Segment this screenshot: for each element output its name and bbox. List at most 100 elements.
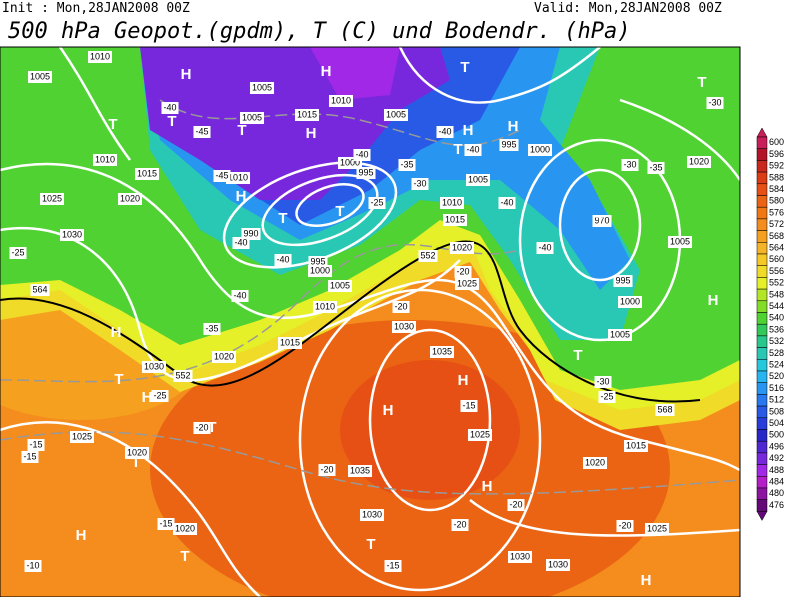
colorbar-swatch: [756, 464, 768, 477]
valid-time: Valid: Mon,28JAN2008 00Z: [534, 1, 722, 16]
isobar-label: 1020: [582, 457, 608, 469]
temperature-label-text: -40: [355, 149, 368, 159]
temperature-label-box: [598, 391, 616, 403]
isobar-label-box: [124, 447, 150, 459]
isobar-label-text: 1010: [90, 51, 110, 61]
isobar-label-text: 995: [310, 256, 325, 266]
temperature-label-box: [507, 499, 525, 511]
temperature-label: -15: [384, 560, 402, 572]
pressure-center: T: [460, 59, 469, 76]
pressure-center: H: [306, 125, 317, 142]
isobar-label-text: 1020: [585, 457, 605, 467]
isobar-label-text: 1015: [445, 214, 465, 224]
isobar-label-box: [623, 440, 649, 452]
isobar-label: 995: [613, 275, 633, 287]
isobar-label: 1020: [117, 193, 143, 205]
colorbar-label: 504: [769, 418, 784, 428]
temperature-label-box: [368, 197, 386, 209]
isobar-label-box: [439, 197, 465, 209]
isobar-label-box: [527, 144, 553, 156]
colorbar-swatch: [756, 183, 768, 196]
temperature-label-box: [647, 162, 665, 174]
temperature-label-text: -25: [11, 247, 24, 257]
map-field: [0, 47, 740, 597]
temperature-label-text: -35: [205, 323, 218, 333]
temperature-label: -40: [536, 242, 554, 254]
pressure-center: T: [697, 74, 706, 91]
colorbar-swatch: [756, 452, 768, 465]
colorbar-label: 520: [769, 371, 784, 381]
pressure-center: T: [180, 548, 189, 565]
isobar-label-text: 1010: [228, 172, 248, 182]
isobar-label-text: 1015: [297, 109, 317, 119]
temperature-label-text: -15: [462, 400, 475, 410]
isobar-label-box: [545, 559, 571, 571]
pressure-center: T: [167, 113, 176, 130]
temperature-label: -40: [498, 197, 516, 209]
temperature-label: -20: [507, 499, 525, 511]
temperature-label-box: [398, 159, 416, 171]
temperature-label: -30: [594, 376, 612, 388]
colorbar-label: 484: [769, 477, 784, 487]
isobar-label-text: 1005: [670, 236, 690, 246]
colorbar-label: 588: [769, 172, 784, 182]
isobar-label-box: [307, 265, 333, 277]
colorbar-label: 568: [769, 231, 784, 241]
colorbar-swatch: [756, 242, 768, 255]
isobar-label: 1005: [27, 71, 53, 83]
colorbar-swatch: [756, 218, 768, 231]
colorbar-label: 536: [769, 324, 784, 334]
temperature-label: -25: [598, 391, 616, 403]
isobar-label-box: [582, 457, 608, 469]
pressure-center: H: [482, 478, 493, 495]
isobar-label-box: [239, 112, 265, 124]
isobar-label-text: 1035: [432, 346, 452, 356]
colorbar-label: 524: [769, 360, 784, 370]
colorbar-label: 488: [769, 465, 784, 475]
isobar-label-text: 1020: [214, 351, 234, 361]
colorbar-swatch: [756, 499, 768, 512]
isobar-label-box: [613, 275, 633, 287]
height-label: 564: [30, 284, 50, 296]
isobar-label-text: 1010: [95, 154, 115, 164]
temperature-label-text: -20: [618, 520, 631, 530]
isobar-label-text: 995: [358, 167, 373, 177]
isobar-label: 1030: [507, 551, 533, 563]
pressure-center: H: [236, 188, 247, 205]
temperature-label-text: -20: [456, 266, 469, 276]
isobar-label-text: 1020: [127, 447, 147, 457]
pressure-center: H: [321, 63, 332, 80]
isobar-label: 1035: [429, 346, 455, 358]
isobar-label-text: 1005: [30, 71, 50, 81]
temperature-label: -30: [621, 159, 639, 171]
isobar-label: 970: [592, 215, 612, 227]
temperature-label-text: -40: [234, 237, 247, 247]
isobar-label: 1010: [87, 51, 113, 63]
temperature-label: -40: [353, 149, 371, 161]
isobar-label-text: 1020: [452, 242, 472, 252]
temperature-label-text: -35: [400, 159, 413, 169]
temperature-label: -35: [647, 162, 665, 174]
isobar-label-text: 1010: [315, 301, 335, 311]
colorbar-label: 532: [769, 336, 784, 346]
pressure-center: H: [76, 527, 87, 544]
colorbar-swatch: [756, 417, 768, 430]
temperature-label-box: [616, 520, 634, 532]
isobar-label: 1020: [449, 242, 475, 254]
isobar-label: 1010: [328, 95, 354, 107]
temperature-label-box: [594, 376, 612, 388]
colorbar-swatch: [756, 382, 768, 395]
isobar-label: 1030: [545, 559, 571, 571]
colorbar-label: 544: [769, 301, 784, 311]
isobar-label: 1015: [294, 109, 320, 121]
isobar-label: 1015: [442, 214, 468, 226]
isobar-label-text: 1010: [442, 197, 462, 207]
height-label-box: [173, 370, 193, 382]
temperature-label-box: [464, 144, 482, 156]
isobar-label-box: [499, 139, 519, 151]
isobar-label-box: [312, 301, 338, 313]
temperature-label-box: [318, 464, 336, 476]
colorbar-swatch: [756, 323, 768, 337]
colorbar-label: 592: [769, 161, 784, 171]
